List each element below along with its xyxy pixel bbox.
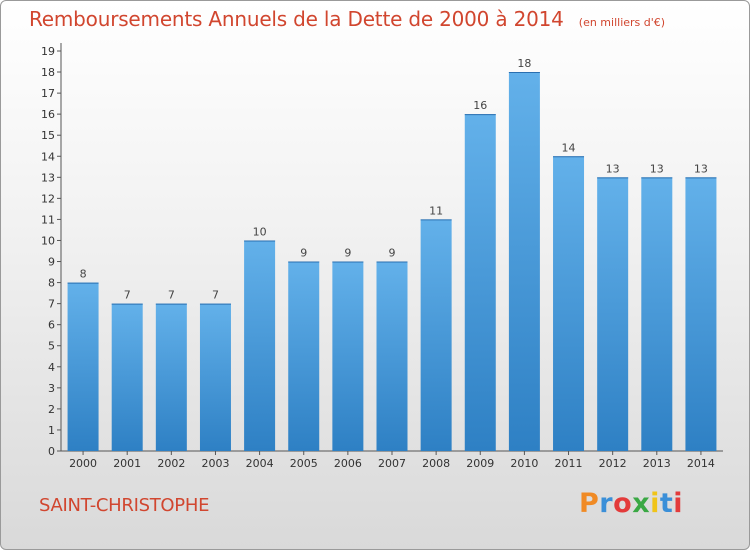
logo-letter: t — [659, 488, 674, 519]
data-label-2000: 8 — [80, 268, 87, 281]
x-tick-label-2000: 2000 — [69, 457, 97, 470]
title-row: Remboursements Annuels de la Dette de 20… — [29, 7, 665, 31]
y-tick-label-14: 14 — [41, 150, 55, 163]
chart-title: Remboursements Annuels de la Dette de 20… — [29, 7, 564, 31]
bar-2010 — [508, 72, 540, 451]
y-tick-label-16: 16 — [41, 108, 55, 121]
y-tick-label-13: 13 — [41, 171, 55, 184]
data-label-2012: 13 — [606, 162, 620, 175]
y-tick-label-10: 10 — [41, 234, 55, 247]
y-tick-label-15: 15 — [41, 129, 55, 142]
y-tick-label-9: 9 — [48, 256, 55, 269]
y-tick-label-4: 4 — [48, 361, 55, 374]
bar-2002 — [155, 303, 187, 451]
x-tick-label-2007: 2007 — [378, 457, 406, 470]
y-tick-label-11: 11 — [41, 213, 55, 226]
y-tick-label-17: 17 — [41, 87, 55, 100]
bar-2001 — [111, 303, 143, 451]
data-label-2009: 16 — [473, 99, 487, 112]
bar-2014 — [685, 177, 717, 451]
data-label-2005: 9 — [300, 247, 307, 260]
x-tick-label-2008: 2008 — [422, 457, 450, 470]
y-tick-label-7: 7 — [48, 298, 55, 311]
x-tick-label-2012: 2012 — [599, 457, 627, 470]
y-tick-label-5: 5 — [48, 340, 55, 353]
x-tick-label-2010: 2010 — [510, 457, 538, 470]
data-label-2008: 11 — [429, 204, 443, 217]
x-tick-label-2001: 2001 — [113, 457, 141, 470]
x-tick-label-2003: 2003 — [201, 457, 229, 470]
y-tick-label-6: 6 — [48, 319, 55, 332]
logo-letter: i — [673, 488, 684, 519]
bar-2011 — [553, 156, 585, 451]
y-tick-label-12: 12 — [41, 192, 55, 205]
bar-2009 — [464, 114, 496, 451]
data-label-2011: 14 — [562, 141, 576, 154]
data-label-2013: 13 — [650, 162, 664, 175]
x-tick-label-2011: 2011 — [555, 457, 583, 470]
data-label-2004: 10 — [253, 225, 267, 238]
logo-letter: o — [613, 488, 633, 519]
x-tick-label-2002: 2002 — [157, 457, 185, 470]
data-label-2002: 7 — [168, 289, 175, 302]
place-name: SAINT-CHRISTOPHE — [39, 495, 210, 516]
logo-letter: i — [650, 488, 660, 519]
logo-letter: r — [599, 488, 614, 519]
x-tick-label-2006: 2006 — [334, 457, 362, 470]
y-tick-label-1: 1 — [48, 424, 55, 437]
y-tick-label-0: 0 — [48, 445, 55, 458]
x-tick-label-2014: 2014 — [687, 457, 715, 470]
data-label-2007: 9 — [389, 247, 396, 260]
bar-2007 — [376, 261, 408, 451]
x-tick-label-2004: 2004 — [246, 457, 274, 470]
bar-2000 — [67, 282, 99, 451]
data-label-2006: 9 — [344, 247, 351, 260]
logo-letter: x — [632, 488, 651, 519]
chart-unit: (en milliers d'€) — [578, 16, 666, 29]
bar-2005 — [288, 261, 320, 451]
bars — [67, 72, 717, 451]
y-tick-label-3: 3 — [48, 382, 55, 395]
bar-2008 — [420, 219, 452, 451]
logo-letter: P — [579, 488, 600, 519]
x-tick-label-2013: 2013 — [643, 457, 671, 470]
proxiti-logo[interactable]: Proxiti — [579, 488, 683, 519]
bar-2006 — [332, 261, 364, 451]
y-tick-label-19: 19 — [41, 45, 55, 58]
bar-2004 — [244, 240, 276, 451]
y-tick-label-8: 8 — [48, 277, 55, 290]
data-label-2010: 18 — [517, 57, 531, 70]
x-tick-label-2009: 2009 — [466, 457, 494, 470]
bar-2003 — [199, 303, 231, 451]
data-label-2014: 13 — [694, 162, 708, 175]
y-tick-label-18: 18 — [41, 66, 55, 79]
bar-2013 — [641, 177, 673, 451]
data-label-2003: 7 — [212, 289, 219, 302]
y-tick-label-2: 2 — [48, 403, 55, 416]
data-labels: 8 7 7 7 10 9 9 9 11 16 18 14 13 13 13 — [80, 57, 708, 302]
bar-2012 — [597, 177, 629, 451]
data-label-2001: 7 — [124, 289, 131, 302]
x-tick-label-2005: 2005 — [290, 457, 318, 470]
